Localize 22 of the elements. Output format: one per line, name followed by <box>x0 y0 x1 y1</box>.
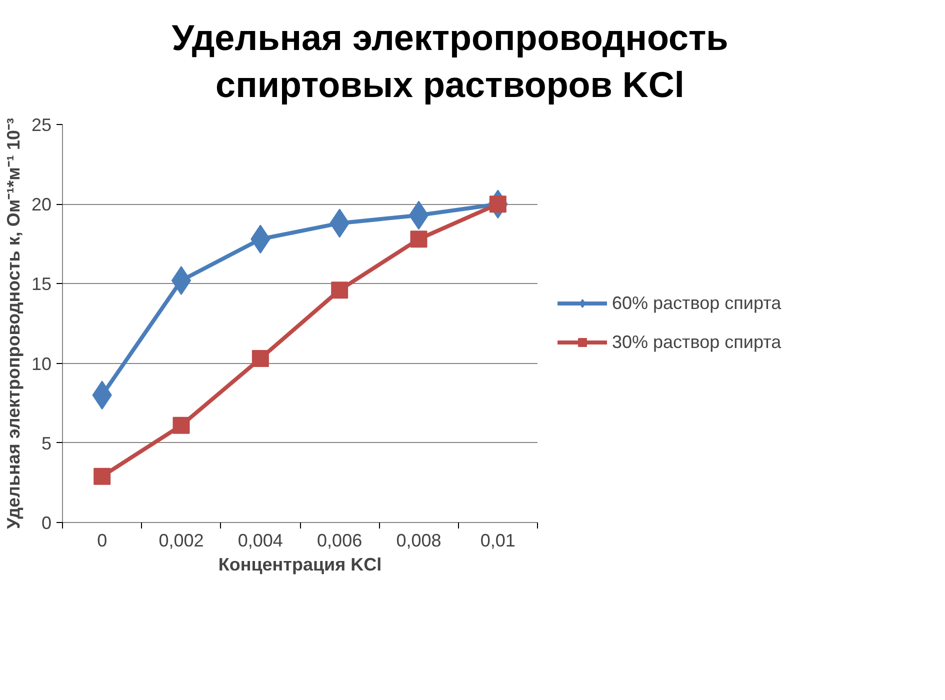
x-tick-label: 0,01 <box>480 530 516 550</box>
point <box>172 416 190 434</box>
x-tick-label: 0,004 <box>238 530 283 550</box>
point <box>252 350 269 367</box>
point <box>331 281 348 298</box>
y-tick-label: 10 <box>31 353 52 374</box>
x-tick-label: 0,002 <box>158 530 204 550</box>
point <box>410 230 428 248</box>
y-tick-label: 25 <box>31 114 52 135</box>
y-axis-title: Удельная электропроводность к, Ом⁻¹*м⁻¹ 10⁻³ <box>3 118 24 529</box>
y-tick-label: 5 <box>41 432 52 453</box>
y-tick-label: 15 <box>31 274 52 294</box>
x-tick-label: 0,008 <box>396 530 442 550</box>
point <box>94 467 111 484</box>
legend-label: 60% раствор спирта <box>612 292 782 314</box>
x-axis-title: Концентрация KCl <box>218 554 382 574</box>
legend-label: 30% раствор спирта <box>612 332 782 353</box>
x-tick-label: 0,006 <box>317 530 362 550</box>
y-tick-label: 0 <box>41 512 52 533</box>
x-tick-label: 0 <box>97 530 108 550</box>
y-tick-label: 20 <box>31 194 52 214</box>
chart-title: Удельная электропроводность спиртовых растворов KCl <box>172 16 728 107</box>
